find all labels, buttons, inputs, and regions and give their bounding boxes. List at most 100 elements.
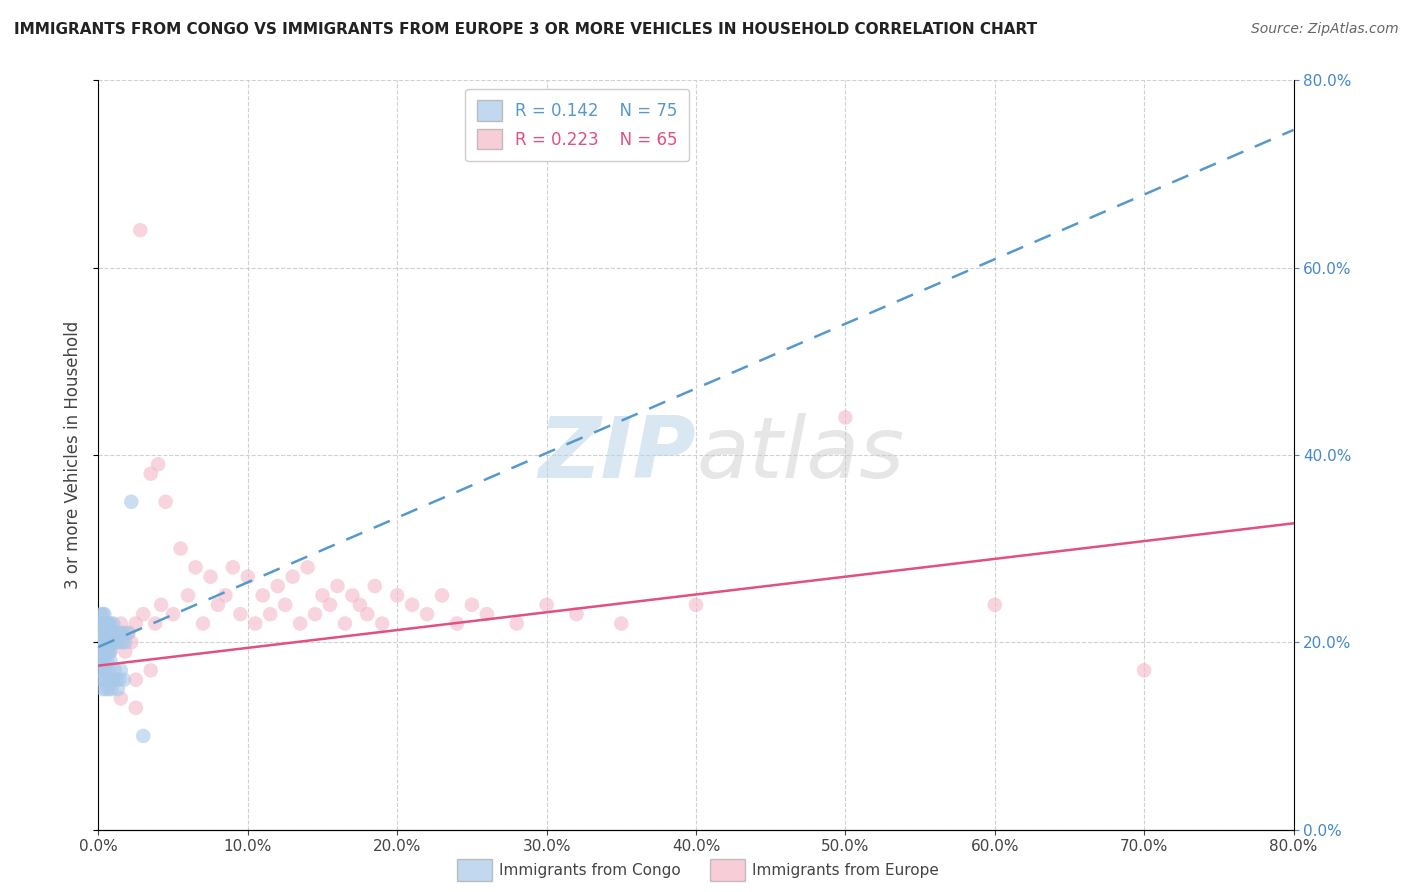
- Point: [91, 654, 114, 668]
- Point: [94, 635, 117, 649]
- Point: [1133, 664, 1156, 678]
- Point: [90, 616, 112, 631]
- Point: [191, 616, 214, 631]
- Text: IMMIGRANTS FROM CONGO VS IMMIGRANTS FROM EUROPE 3 OR MORE VEHICLES IN HOUSEHOLD : IMMIGRANTS FROM CONGO VS IMMIGRANTS FROM…: [14, 22, 1038, 37]
- Point: [89, 654, 111, 668]
- Point: [94, 626, 117, 640]
- Point: [125, 673, 148, 687]
- Point: [94, 635, 117, 649]
- Point: [93, 635, 115, 649]
- Point: [98, 654, 122, 668]
- Point: [97, 664, 120, 678]
- Point: [333, 616, 356, 631]
- Point: [342, 589, 364, 603]
- Point: [93, 654, 115, 668]
- Point: [93, 673, 115, 687]
- Text: ZIP: ZIP: [538, 413, 696, 497]
- Point: [91, 626, 114, 640]
- Point: [150, 598, 173, 612]
- Point: [107, 626, 129, 640]
- Point: [101, 682, 124, 697]
- Point: [93, 644, 115, 658]
- Point: [97, 616, 120, 631]
- Point: [245, 616, 267, 631]
- Point: [89, 635, 111, 649]
- Point: [326, 579, 349, 593]
- Point: [120, 635, 142, 649]
- Point: [93, 607, 115, 621]
- Y-axis label: 3 or more Vehicles in Household: 3 or more Vehicles in Household: [65, 321, 83, 589]
- Point: [105, 635, 128, 649]
- Point: [430, 589, 453, 603]
- Point: [96, 635, 118, 649]
- Point: [97, 635, 120, 649]
- Point: [91, 626, 114, 640]
- Point: [236, 570, 259, 584]
- Point: [90, 626, 112, 640]
- Point: [371, 616, 394, 631]
- Point: [105, 635, 128, 649]
- Point: [274, 598, 297, 612]
- Point: [125, 701, 148, 715]
- Point: [91, 664, 114, 678]
- Point: [229, 607, 252, 621]
- Point: [98, 644, 122, 658]
- Point: [89, 664, 111, 678]
- Point: [110, 664, 132, 678]
- Point: [96, 616, 118, 631]
- Text: Immigrants from Europe: Immigrants from Europe: [752, 863, 939, 878]
- Point: [117, 626, 139, 640]
- Point: [416, 607, 439, 621]
- Point: [91, 607, 114, 621]
- Point: [169, 541, 191, 556]
- Point: [110, 626, 132, 640]
- Point: [356, 607, 378, 621]
- Point: [98, 616, 122, 631]
- Point: [139, 467, 162, 481]
- Point: [98, 644, 122, 658]
- Point: [364, 579, 387, 593]
- Point: [114, 635, 136, 649]
- Point: [267, 579, 290, 593]
- Point: [446, 616, 468, 631]
- Point: [155, 494, 177, 508]
- Point: [103, 626, 125, 640]
- Point: [110, 616, 132, 631]
- Point: [132, 607, 155, 621]
- Point: [89, 616, 111, 631]
- Point: [401, 598, 423, 612]
- Point: [112, 673, 135, 687]
- Point: [97, 626, 120, 640]
- Text: atlas: atlas: [696, 413, 904, 497]
- Point: [91, 682, 114, 697]
- Point: [536, 598, 558, 612]
- Point: [110, 691, 132, 706]
- Point: [207, 598, 229, 612]
- Point: [506, 616, 529, 631]
- Point: [834, 410, 856, 425]
- Point: [108, 673, 131, 687]
- Point: [184, 560, 207, 574]
- Point: [91, 644, 114, 658]
- Point: [319, 598, 342, 612]
- Point: [98, 673, 122, 687]
- Point: [94, 682, 117, 697]
- Point: [114, 644, 136, 658]
- Point: [129, 223, 152, 237]
- Point: [104, 626, 127, 640]
- Text: Immigrants from Congo: Immigrants from Congo: [499, 863, 681, 878]
- Point: [91, 635, 114, 649]
- Point: [90, 607, 112, 621]
- Point: [108, 635, 131, 649]
- Legend: R = 0.142    N = 75, R = 0.223    N = 65: R = 0.142 N = 75, R = 0.223 N = 65: [465, 88, 689, 161]
- Point: [349, 598, 371, 612]
- Point: [311, 589, 333, 603]
- Point: [94, 644, 117, 658]
- Point: [252, 589, 274, 603]
- Point: [103, 673, 125, 687]
- Point: [104, 664, 127, 678]
- Point: [96, 644, 118, 658]
- Point: [97, 644, 120, 658]
- Point: [685, 598, 707, 612]
- Point: [90, 654, 112, 668]
